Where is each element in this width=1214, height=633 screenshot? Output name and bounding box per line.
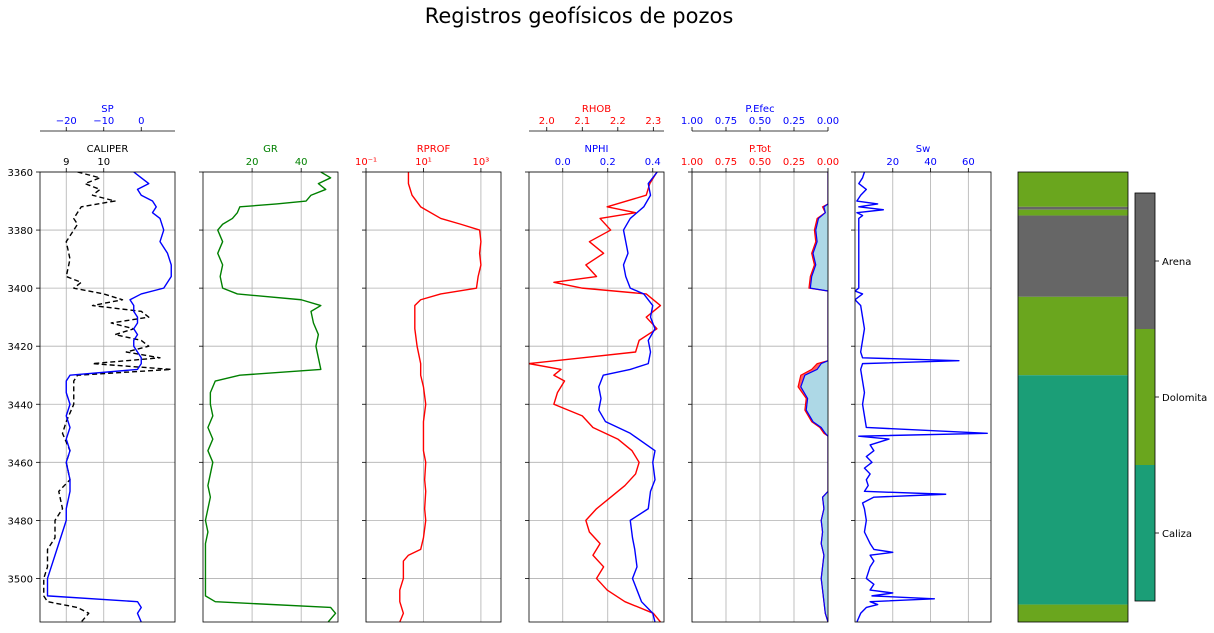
panel-gr	[199, 168, 339, 623]
colorbar-label-caliza: Caliza	[1162, 529, 1192, 540]
lithology-interval	[1018, 206, 1128, 210]
axis-label-sw: Sw	[916, 144, 931, 155]
axis-label-nphi: NPHI	[585, 144, 609, 155]
x-tick-label: 2.2	[610, 116, 626, 127]
x-tick-label: 40	[295, 157, 308, 168]
y-tick-label: 3500	[8, 574, 33, 585]
figure-title: Registros geofísicos de pozos	[424, 4, 734, 28]
colorbar-segment	[1135, 193, 1155, 329]
panel-porosity	[688, 127, 829, 623]
x-tick-label: 40	[924, 157, 937, 168]
colorbar-segment	[1135, 329, 1155, 465]
panel-rhob-nphi	[525, 127, 665, 623]
y-tick-label: 3480	[8, 516, 33, 527]
panel-lithology	[1017, 171, 1159, 623]
series-line-sw	[855, 172, 988, 622]
panel-frame	[854, 171, 992, 623]
x-tick-label: 10¹	[415, 157, 432, 168]
x-tick-label: 10	[97, 157, 110, 168]
x-tick-label: −10	[93, 116, 114, 127]
y-tick-label: 3460	[8, 458, 33, 469]
lithology-interval	[1018, 296, 1128, 376]
panel-frame	[39, 171, 176, 623]
axis-label-rprof: RPROF	[417, 144, 451, 155]
series-line-pefec	[800, 172, 828, 622]
panel-frame	[528, 171, 665, 623]
x-tick-label: 2.1	[574, 116, 590, 127]
x-tick-label: 0.0	[555, 157, 571, 168]
series-line-nphi	[598, 172, 658, 622]
y-tick-label: 3360	[8, 168, 33, 179]
x-tick-label: 60	[962, 157, 975, 168]
x-tick-label: 9	[63, 157, 69, 168]
x-tick-label: 0.00	[817, 116, 839, 127]
axis-label-caliper: CALIPER	[87, 144, 129, 155]
x-tick-label: 0.00	[817, 157, 839, 168]
x-tick-label: 2.3	[645, 116, 661, 127]
x-tick-label: −20	[56, 116, 77, 127]
x-tick-label: 1.00	[681, 157, 703, 168]
series-line-caliper	[43, 172, 172, 622]
axis-label-gr: GR	[263, 144, 278, 155]
panel-frame	[1017, 171, 1129, 623]
x-tick-label: 20	[886, 157, 899, 168]
y-tick-label: 3420	[8, 342, 33, 353]
colorbar-label-dolomita: Dolomita	[1162, 393, 1207, 404]
y-tick-label: 3440	[8, 400, 33, 411]
panel-frame	[365, 171, 502, 623]
series-line-rhob	[529, 172, 662, 622]
x-tick-label: 20	[246, 157, 259, 168]
panel-rprof	[362, 168, 502, 623]
x-tick-label: 10³	[473, 157, 490, 168]
x-tick-label: 10⁻¹	[355, 157, 377, 168]
x-tick-label: 1.00	[681, 116, 703, 127]
x-tick-label: 0.4	[645, 157, 661, 168]
x-tick-label: 0.25	[783, 116, 805, 127]
x-tick-label: 0	[138, 116, 144, 127]
panel-caliper-sp	[36, 127, 176, 623]
panel-sw	[851, 168, 992, 623]
x-tick-label: 0.2	[600, 157, 616, 168]
series-line-rprof	[399, 172, 482, 622]
axis-label-ptot: P.Tot	[749, 144, 771, 155]
axis-label-pefec: P.Efec	[745, 104, 774, 115]
area-fill-pefec	[800, 172, 828, 622]
x-tick-label: 0.50	[749, 116, 771, 127]
colorbar-segment	[1135, 465, 1155, 601]
x-tick-label: 0.50	[749, 157, 771, 168]
series-line-sp	[46, 172, 172, 622]
lithology-interval	[1018, 375, 1128, 605]
lithology-interval	[1018, 215, 1128, 297]
panel-frame	[691, 171, 829, 623]
lithology-interval	[1018, 604, 1128, 622]
colorbar-label-arena: Arena	[1162, 257, 1191, 268]
lithology-interval	[1018, 209, 1128, 216]
y-tick-label: 3380	[8, 226, 33, 237]
x-tick-label: 2.0	[539, 116, 555, 127]
colorbar-frame	[1134, 192, 1156, 602]
lithology-interval	[1018, 172, 1128, 207]
y-tick-label: 3400	[8, 284, 33, 295]
axis-label-sp: SP	[101, 104, 113, 115]
series-line-gr	[204, 172, 337, 622]
axis-label-rhob: RHOB	[582, 104, 611, 115]
x-tick-label: 0.75	[715, 116, 737, 127]
x-tick-label: 0.75	[715, 157, 737, 168]
x-tick-label: 0.25	[783, 157, 805, 168]
panel-frame	[202, 171, 339, 623]
